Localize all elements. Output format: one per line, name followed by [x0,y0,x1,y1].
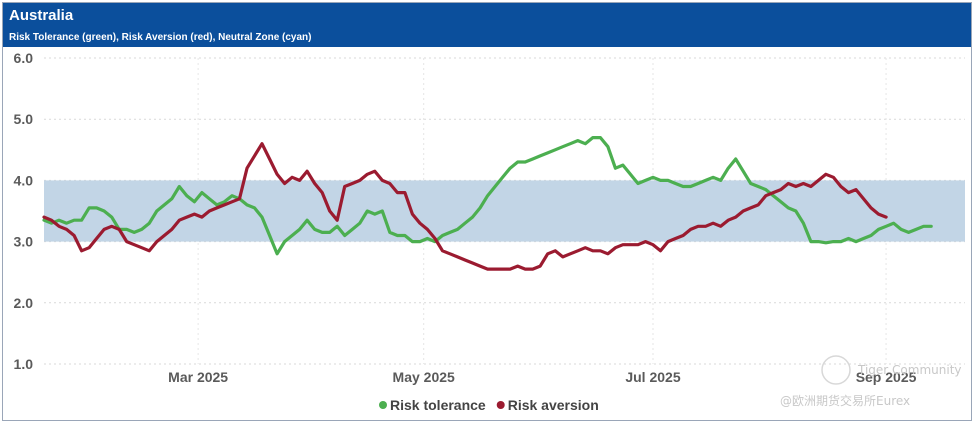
y-tick-label: 2.0 [14,295,34,311]
watermark-line1: Tiger Community [857,363,962,377]
y-axis-ticks: 6.0 5.0 4.0 3.0 2.0 1.0 [14,50,34,372]
watermark-line2: @欧洲期货交易所Eurex [780,393,910,408]
x-tick-label: Sep 2025 [856,369,917,385]
series-line-risk-tolerance [42,136,933,256]
series-line-risk-aversion [42,142,888,271]
chart-header: Australia Risk Tolerance (green), Risk A… [3,3,971,47]
legend: Risk tolerance Risk aversion [379,397,599,413]
y-tick-label: 5.0 [14,111,34,127]
chart-subtitle: Risk Tolerance (green), Risk Aversion (r… [9,32,312,43]
neutral-zone-band [44,180,965,242]
legend-marker [379,401,387,409]
legend-label: Risk aversion [508,397,599,413]
y-tick-label: 4.0 [14,172,34,188]
watermark: Tiger Community @欧洲期货交易所Eurex [780,355,962,408]
y-tick-label: 3.0 [14,234,34,250]
x-tick-label: Jul 2025 [625,369,680,385]
y-tick-label: 6.0 [14,50,34,66]
x-tick-label: May 2025 [393,369,455,385]
y-tick-label: 1.0 [14,356,34,372]
series-lines [42,136,933,271]
tiger-logo-icon [821,355,851,385]
legend-label: Risk tolerance [390,397,486,413]
x-axis-ticks: Mar 2025 May 2025 Jul 2025 Sep 2025 [168,369,916,385]
legend-marker [496,401,505,409]
chart-title: Australia [9,7,74,24]
x-tick-label: Mar 2025 [168,369,228,385]
